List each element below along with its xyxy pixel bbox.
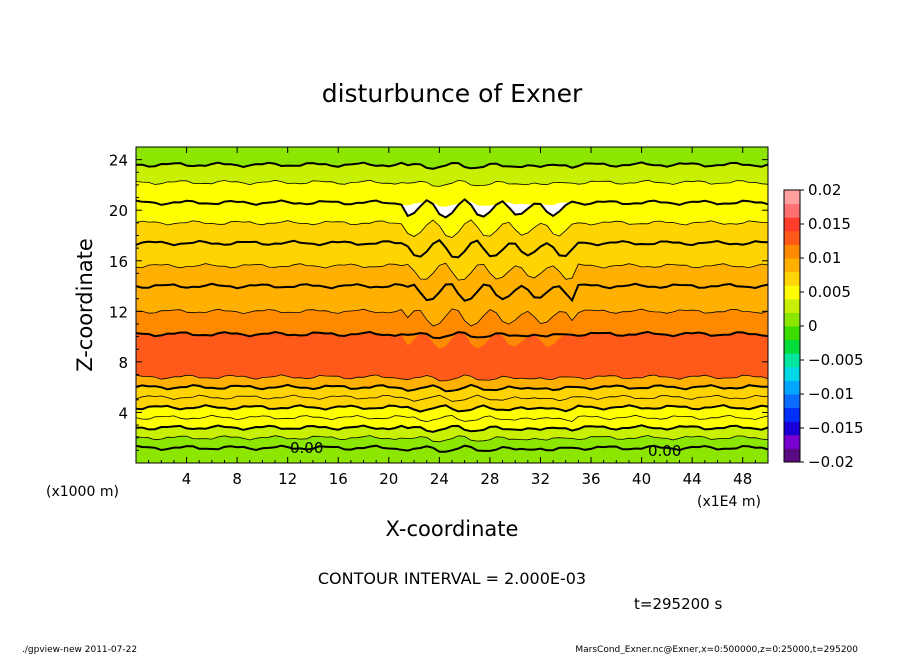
x-tick-label: 24 bbox=[430, 470, 449, 488]
contour-band bbox=[136, 240, 768, 280]
contour-band bbox=[136, 199, 768, 238]
x-tick-label: 44 bbox=[683, 470, 702, 488]
contour-band bbox=[136, 219, 768, 258]
colorbar-swatch bbox=[784, 448, 800, 463]
contour-line bbox=[136, 444, 768, 453]
y-axis-ticks: 4 8 12 16 20 24 bbox=[109, 152, 768, 451]
contour-line bbox=[136, 330, 768, 340]
colorbar-swatch bbox=[784, 244, 800, 259]
colorbar-tick-label: 0 bbox=[808, 317, 818, 335]
x-tick-label: 4 bbox=[182, 470, 192, 488]
colorbar-swatch bbox=[784, 339, 800, 354]
contour-lines bbox=[136, 161, 768, 453]
chart-title: disturbunce of Exner bbox=[322, 79, 583, 108]
contour-line bbox=[136, 424, 768, 433]
colorbar-tick-label: 0.02 bbox=[808, 181, 841, 199]
y-tick-label: 4 bbox=[118, 404, 128, 422]
x-tick-label: 28 bbox=[480, 470, 499, 488]
x-axis-label: X-coordinate bbox=[386, 517, 519, 541]
contour-line bbox=[136, 161, 768, 170]
contour-line bbox=[136, 435, 768, 443]
contour-band bbox=[136, 263, 768, 301]
footer-right: MarsCond_Exner.nc@Exner,x=0:500000,z=0:2… bbox=[575, 645, 858, 654]
colorbar-swatch bbox=[784, 366, 800, 381]
colorbar-swatch bbox=[784, 298, 800, 313]
plot-area bbox=[136, 147, 768, 463]
contour-line bbox=[136, 238, 768, 259]
x-tick-label: 16 bbox=[329, 470, 348, 488]
contour-label-right: 0.00 bbox=[648, 442, 681, 460]
colorbar bbox=[783, 189, 801, 463]
colorbar-swatch bbox=[784, 190, 800, 205]
colorbar-tick-label: −0.01 bbox=[808, 385, 854, 403]
colorbar-ticks: 0.02 0.015 0.01 0.005 0 −0.005 −0.01 −0.015 −0.0… bbox=[800, 181, 864, 471]
y-tick-label: 24 bbox=[109, 152, 128, 170]
time-label: t=295200 s bbox=[634, 595, 722, 613]
colorbar-tick-label: −0.005 bbox=[808, 351, 864, 369]
x-tick-label: 36 bbox=[581, 470, 600, 488]
contour-band bbox=[136, 162, 768, 187]
contour-line bbox=[136, 414, 768, 423]
y-tick-label: 16 bbox=[109, 253, 128, 271]
contour-line bbox=[136, 282, 768, 303]
colorbar-tick-label: −0.02 bbox=[808, 453, 854, 471]
contour-band bbox=[136, 147, 768, 169]
contour-line bbox=[136, 404, 768, 413]
colorbar-swatch bbox=[784, 434, 800, 449]
x-axis-ticks: 4 8 12 16 20 24 28 32 36 40 44 48 bbox=[148, 147, 756, 488]
colorbar-swatch bbox=[784, 217, 800, 232]
contour-line bbox=[136, 394, 768, 402]
contour-band bbox=[136, 435, 768, 452]
y-unit-note: (x1000 m) bbox=[46, 484, 119, 500]
x-tick-label: 20 bbox=[379, 470, 398, 488]
contour-band bbox=[136, 283, 768, 326]
colorbar-swatch bbox=[784, 203, 800, 218]
colorbar-swatch bbox=[784, 407, 800, 422]
contour-band bbox=[136, 331, 768, 381]
y-axis-label: Z-coordinate bbox=[73, 238, 97, 372]
contour-line bbox=[136, 262, 768, 281]
colorbar-swatch bbox=[784, 326, 800, 341]
x-tick-label: 40 bbox=[632, 470, 651, 488]
colorbar-swatch bbox=[784, 312, 800, 327]
contour-line bbox=[136, 308, 768, 327]
x-tick-label: 48 bbox=[733, 470, 752, 488]
colorbar-swatch bbox=[784, 380, 800, 395]
colorbar-tick-label: −0.015 bbox=[808, 419, 864, 437]
contour-line bbox=[136, 219, 768, 238]
y-tick-label: 12 bbox=[109, 303, 128, 321]
contour-band bbox=[136, 405, 768, 422]
colorbar-tick-label: 0.01 bbox=[808, 249, 841, 267]
y-tick-label: 20 bbox=[109, 202, 128, 220]
footer-left: ./gpview-new 2011-07-22 bbox=[22, 645, 137, 654]
contour-band bbox=[136, 180, 768, 207]
colorbar-swatch bbox=[784, 394, 800, 409]
colorbar-swatch bbox=[784, 285, 800, 300]
y-tick-label: 8 bbox=[118, 354, 128, 372]
contour-band bbox=[136, 308, 768, 349]
colorbar-swatch bbox=[784, 421, 800, 436]
x-unit-note: (x1E4 m) bbox=[697, 494, 761, 510]
contour-interval: CONTOUR INTERVAL = 2.000E-03 bbox=[318, 569, 586, 588]
contour-band bbox=[136, 384, 768, 402]
contour-band bbox=[136, 445, 768, 463]
contour-band bbox=[136, 374, 768, 391]
x-tick-label: 8 bbox=[232, 470, 242, 488]
contour-line bbox=[136, 198, 768, 219]
contour-bands bbox=[136, 147, 768, 463]
colorbar-tick-label: 0.005 bbox=[808, 283, 851, 301]
contour-line bbox=[136, 383, 768, 393]
colorbar-swatch bbox=[784, 258, 800, 273]
colorbar-swatch bbox=[784, 230, 800, 245]
x-tick-label: 12 bbox=[278, 470, 297, 488]
colorbar-swatch bbox=[784, 353, 800, 368]
contour-line bbox=[136, 374, 768, 382]
contour-line bbox=[136, 179, 768, 187]
colorbar-tick-label: 0.015 bbox=[808, 215, 851, 233]
contour-label-left: 0.00 bbox=[290, 439, 323, 457]
x-tick-label: 32 bbox=[531, 470, 550, 488]
colorbar-swatch bbox=[784, 271, 800, 286]
